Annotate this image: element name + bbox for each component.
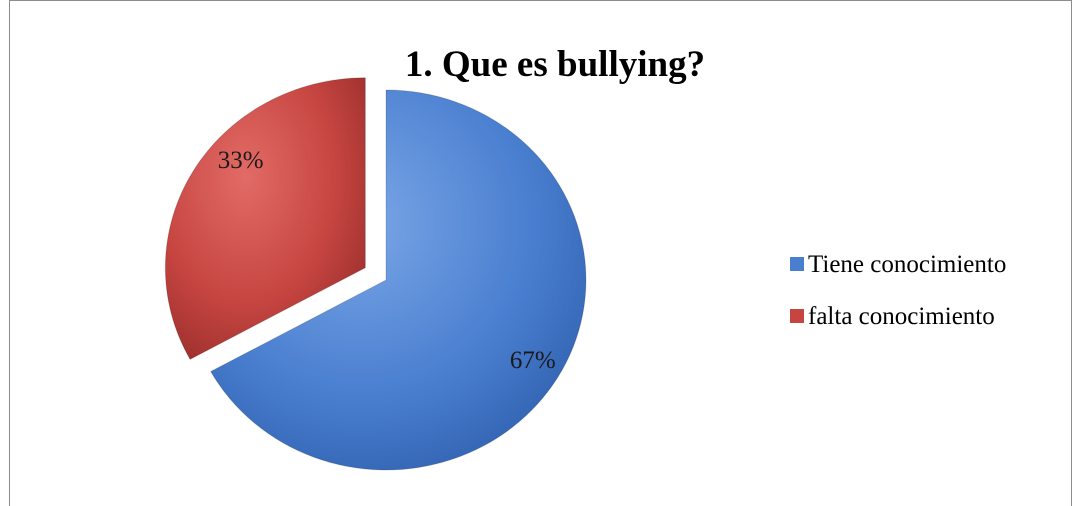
data-label-tiene-conocimiento: 67% [510,347,556,374]
pie-slice-falta-conocimiento [164,77,366,360]
legend-label-tiene-conocimiento: Tiene conocimiento [808,251,1006,278]
pie-data-labels: 67% 33% [218,147,556,374]
pie-slice-tiene-conocimiento [210,89,587,471]
data-label-falta-conocimiento: 33% [218,147,264,174]
legend: Tiene conocimiento falta conocimiento [790,251,1006,330]
legend-swatch-falta-conocimiento [790,309,804,323]
pie-slices [164,77,587,471]
chart-title: 1. Que es bullying? [405,44,705,85]
legend-swatch-tiene-conocimiento [790,257,804,271]
legend-label-falta-conocimiento: falta conocimiento [808,303,995,330]
